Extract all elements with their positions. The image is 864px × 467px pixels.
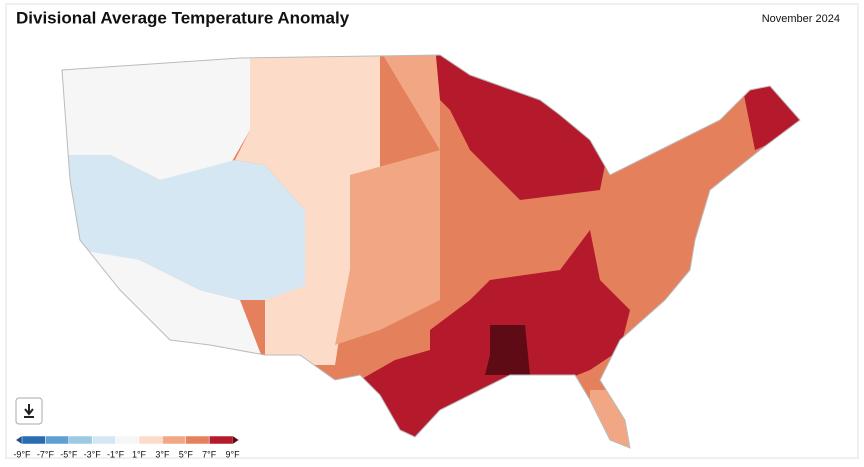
region [62,55,250,180]
legend-swatch [208,435,233,445]
region [335,55,440,345]
title: Divisional Average Temperature Anomaly [16,8,350,27]
legend: -9°F -7°F -5°F -3°F -1°F 1°F 3°F 5°F 7°F 9°F [13,435,241,459]
legend-swatch [68,435,93,445]
legend-swatch [138,435,163,445]
legend-label: 1°F [132,449,147,459]
download-button[interactable] [15,397,43,425]
region [265,270,350,365]
legend-high-arrow [232,436,239,444]
legend-label: 3°F [155,449,170,459]
legend-swatch [45,435,70,445]
legend-label: -5°F [60,449,78,459]
legend-swatch [185,435,210,445]
legend-label: -3°F [84,449,102,459]
legend-label: 9°F [226,449,241,459]
period: November 2024 [762,13,840,25]
legend-label: -9°F [13,449,31,459]
region [62,155,305,300]
region [485,325,530,375]
legend-label: 7°F [202,449,217,459]
legend-swatch [91,435,116,445]
legend-label: -1°F [107,449,125,459]
legend-swatch [21,435,46,445]
legend-swatch [162,435,187,445]
legend-swatch [115,435,140,445]
legend-low-arrow [16,436,22,444]
region [435,55,610,200]
legend-label: 5°F [179,449,194,459]
region [235,55,380,300]
legend-label: -7°F [37,449,55,459]
